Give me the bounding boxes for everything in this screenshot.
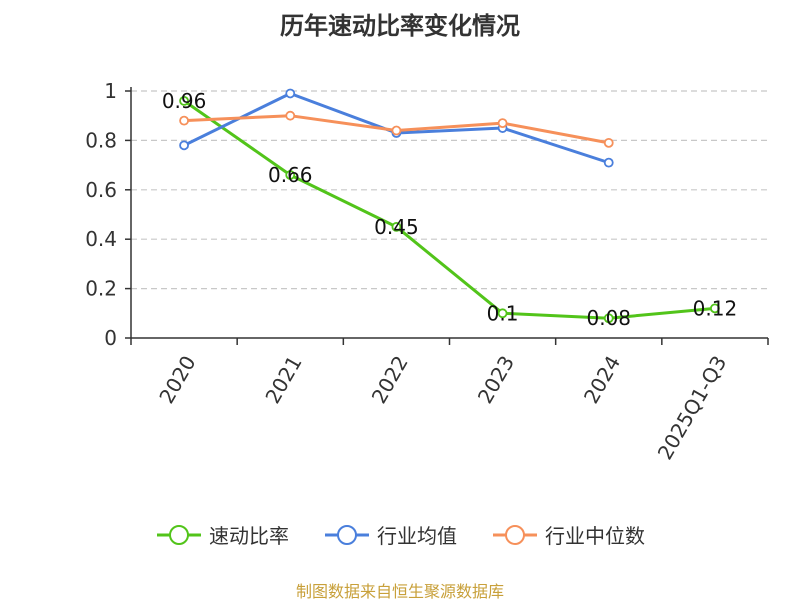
data-label: 0.96 — [162, 89, 207, 113]
source-note: 制图数据来自恒生聚源数据库 — [295, 582, 504, 601]
y-tick-label: 0 — [104, 326, 117, 350]
grid-lines — [131, 90, 768, 290]
y-tick-label: 0.2 — [85, 277, 117, 301]
x-tick-label: 2024 — [579, 352, 625, 408]
data-point — [603, 157, 614, 168]
legend: 速动比率 行业均值 行业中位数 — [0, 520, 800, 549]
data-point — [285, 170, 296, 180]
legend-label: 行业中位数 — [545, 524, 645, 548]
series-line — [183, 99, 716, 320]
data-point — [391, 125, 402, 136]
legend-item[interactable]: 速动比率 — [155, 520, 289, 549]
x-tick-label: 2021 — [260, 352, 306, 408]
legend-swatch-marker — [337, 524, 357, 545]
y-tick-label: 0.8 — [85, 128, 117, 152]
y-tick-label: 0.6 — [85, 178, 117, 202]
x-tick-label: 2025Q1-Q3 — [653, 352, 732, 464]
legend-label: 速动比率 — [209, 524, 289, 548]
data-point — [497, 308, 508, 319]
data-label: 0.12 — [693, 296, 738, 320]
legend-swatch-icon — [493, 524, 537, 545]
data-point — [285, 88, 296, 99]
y-tick-label: 0.4 — [85, 227, 117, 251]
legend-item[interactable]: 行业均值 — [323, 520, 457, 549]
data-label: 0.66 — [268, 163, 313, 187]
series-lines — [179, 88, 720, 324]
data-point — [179, 140, 189, 151]
data-point — [285, 110, 296, 121]
data-point — [710, 303, 720, 314]
legend-label: 行业均值 — [377, 524, 457, 548]
legend-swatch-icon — [157, 524, 201, 545]
legend-swatch-icon — [325, 524, 369, 545]
axes: 0 0.2 0.4 0.6 0.8 1 2020 2021 2022 2023 2024 2025Q1… — [85, 79, 769, 464]
x-tick-label: 2022 — [367, 352, 413, 408]
data-label: 0.45 — [374, 215, 419, 239]
legend-swatch-marker — [169, 524, 189, 545]
chart-title: 历年速动比率变化情况 — [280, 12, 520, 40]
data-label: 0.08 — [586, 306, 631, 330]
data-point — [179, 115, 189, 126]
x-tick-label: 2023 — [473, 352, 519, 408]
data-point — [391, 221, 402, 232]
x-tick-label: 2020 — [154, 352, 200, 408]
legend-item[interactable]: 行业中位数 — [491, 520, 645, 549]
data-label: 0.1 — [487, 301, 519, 325]
data-point — [603, 313, 614, 324]
y-tick-label: 1 — [104, 79, 117, 103]
legend-swatch-marker — [505, 524, 525, 545]
data-point — [497, 118, 508, 129]
data-point — [179, 95, 189, 106]
data-point — [603, 137, 614, 148]
data-labels: 0.96 0.66 0.45 0.1 0.08 0.12 — [162, 89, 737, 330]
